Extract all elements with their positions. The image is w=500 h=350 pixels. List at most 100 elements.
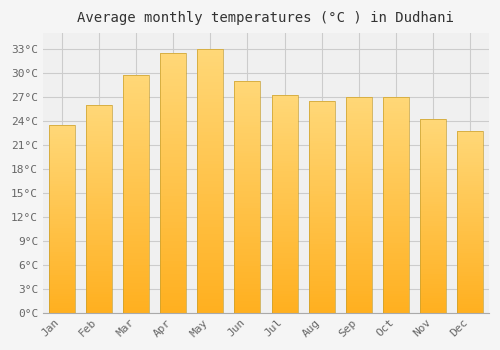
Bar xyxy=(383,105,409,108)
Bar xyxy=(420,301,446,303)
Bar xyxy=(308,270,334,273)
Bar xyxy=(420,291,446,293)
Bar xyxy=(123,86,149,90)
Bar xyxy=(383,208,409,210)
Bar xyxy=(272,139,297,142)
Bar xyxy=(458,247,483,249)
Bar xyxy=(420,284,446,286)
Bar xyxy=(48,266,74,268)
Bar xyxy=(197,247,223,250)
Bar xyxy=(86,240,112,243)
Bar xyxy=(346,243,372,245)
Bar xyxy=(48,141,74,144)
Bar xyxy=(272,269,297,272)
Bar xyxy=(123,191,149,194)
Bar xyxy=(308,286,334,289)
Bar xyxy=(272,182,297,185)
Bar xyxy=(383,97,409,100)
Bar xyxy=(346,164,372,167)
Bar xyxy=(160,284,186,287)
Bar xyxy=(346,138,372,140)
Bar xyxy=(123,84,149,87)
Bar xyxy=(123,289,149,292)
Bar xyxy=(48,125,74,313)
Bar xyxy=(420,288,446,291)
Bar xyxy=(308,215,334,217)
Bar xyxy=(197,227,223,230)
Bar xyxy=(420,182,446,185)
Bar xyxy=(272,133,297,136)
Bar xyxy=(234,180,260,182)
Bar xyxy=(346,210,372,213)
Bar xyxy=(420,184,446,187)
Bar xyxy=(160,280,186,284)
Bar xyxy=(123,247,149,250)
Bar xyxy=(234,185,260,188)
Bar xyxy=(160,92,186,95)
Bar xyxy=(123,203,149,205)
Bar xyxy=(123,158,149,161)
Bar xyxy=(272,125,297,128)
Bar xyxy=(383,226,409,229)
Bar xyxy=(272,147,297,150)
Bar xyxy=(346,261,372,264)
Bar xyxy=(197,260,223,263)
Bar xyxy=(308,196,334,199)
Bar xyxy=(346,105,372,108)
Bar xyxy=(160,131,186,134)
Bar xyxy=(234,217,260,220)
Bar xyxy=(420,192,446,194)
Bar xyxy=(160,225,186,228)
Bar xyxy=(420,250,446,252)
Bar xyxy=(346,130,372,132)
Bar xyxy=(308,106,334,109)
Bar xyxy=(383,197,409,199)
Bar xyxy=(346,251,372,253)
Bar xyxy=(420,177,446,180)
Bar xyxy=(346,280,372,283)
Bar xyxy=(197,49,223,313)
Bar xyxy=(346,259,372,261)
Bar xyxy=(123,194,149,197)
Bar xyxy=(272,283,297,286)
Bar xyxy=(420,153,446,156)
Bar xyxy=(48,127,74,130)
Bar xyxy=(458,265,483,267)
Bar xyxy=(383,304,409,307)
Bar xyxy=(48,188,74,191)
Bar xyxy=(272,201,297,204)
Bar xyxy=(383,127,409,130)
Bar xyxy=(308,289,334,292)
Bar xyxy=(346,127,372,130)
Bar xyxy=(308,249,334,252)
Bar xyxy=(346,189,372,191)
Bar xyxy=(272,299,297,302)
Bar xyxy=(234,121,260,125)
Bar xyxy=(234,298,260,301)
Bar xyxy=(234,310,260,313)
Bar xyxy=(86,300,112,302)
Bar xyxy=(197,204,223,207)
Bar xyxy=(346,302,372,304)
Bar xyxy=(48,191,74,193)
Bar xyxy=(48,221,74,224)
Bar xyxy=(383,113,409,116)
Bar xyxy=(383,97,409,313)
Bar xyxy=(420,132,446,134)
Bar xyxy=(48,155,74,158)
Bar xyxy=(420,305,446,308)
Bar xyxy=(160,254,186,258)
Bar xyxy=(234,101,260,104)
Bar xyxy=(272,114,297,117)
Bar xyxy=(383,202,409,205)
Bar xyxy=(458,279,483,281)
Bar xyxy=(346,178,372,181)
Bar xyxy=(346,108,372,111)
Bar xyxy=(383,178,409,181)
Bar xyxy=(346,121,372,124)
Bar xyxy=(383,183,409,186)
Bar xyxy=(123,301,149,304)
Bar xyxy=(346,267,372,270)
Bar xyxy=(86,294,112,297)
Bar xyxy=(272,239,297,242)
